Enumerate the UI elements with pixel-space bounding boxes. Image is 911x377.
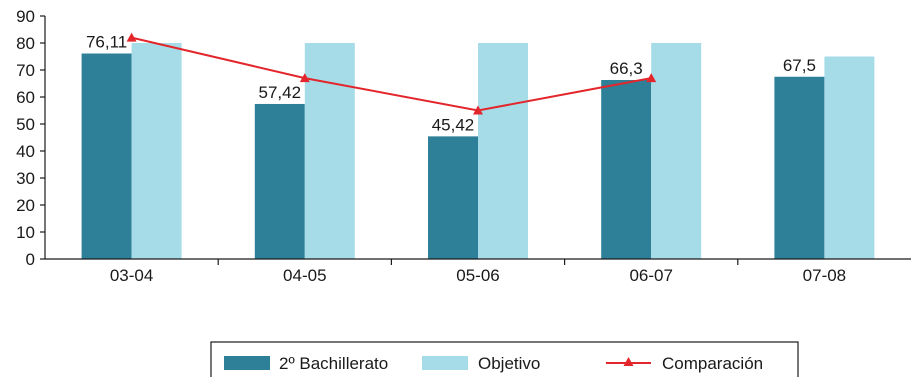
bar-objetivo [478,43,528,259]
legend-frame [210,341,799,377]
legend-swatch-comparacion-marker [623,357,634,366]
bar-bachillerato [601,79,652,260]
data-label: 67,5 [783,56,816,75]
comparison-point [126,32,137,42]
y-tick-label: 80 [16,34,35,53]
y-tick-label: 50 [16,115,35,134]
data-label: 66,3 [610,59,643,78]
data-label: 57,42 [259,83,302,102]
y-tick-label: 70 [16,61,35,80]
bar-objetivo [824,56,875,259]
bar-bachillerato [254,103,305,259]
comparison-point [299,73,310,83]
comparison-point [473,105,483,115]
comparison-point [646,73,657,83]
y-tick-label: 0 [26,250,35,269]
x-tick-label: 03-04 [110,266,153,285]
axes-layer: 03-04 04-05 05-06 06-07 07-08 0 10 20 30 40 50 60 70… [16,7,911,285]
y-tick-label: 20 [16,196,35,215]
y-tick-label: 60 [16,88,35,107]
bar-bachillerato [774,76,825,259]
y-tick-label: 10 [16,223,35,242]
bar-objetivo [651,43,702,259]
legend-label-bachillerato: 2º Bachillerato [279,354,388,373]
bar-bachillerato [81,53,132,260]
legend: 2º Bachillerato Objetivo Comparación [210,341,799,377]
x-tick-label: 06-07 [629,266,672,285]
bars-layer [81,43,875,260]
x-tick-label: 07-08 [803,266,846,285]
bar-bachillerato [428,136,478,259]
data-label: 76,11 [86,33,127,52]
comparison-line [131,36,652,112]
legend-label-comparacion: Comparación [662,354,763,373]
x-tick-label: 05-06 [456,266,499,285]
legend-swatch-objetivo [422,356,468,370]
legend-label-objetivo: Objetivo [478,354,540,373]
y-tick-label: 40 [16,142,35,161]
legend-swatch-bachillerato [224,356,270,370]
y-tick-label: 90 [16,7,35,26]
data-label: 45,42 [432,115,475,134]
comparison-line-layer [126,32,657,115]
y-tick-label: 30 [16,169,35,188]
data-labels-layer: 76,11 57,42 45,42 66,3 67,5 [86,33,816,135]
x-tick-label: 04-05 [283,266,326,285]
bar-objetivo [304,43,355,259]
bar-objetivo [131,43,182,259]
